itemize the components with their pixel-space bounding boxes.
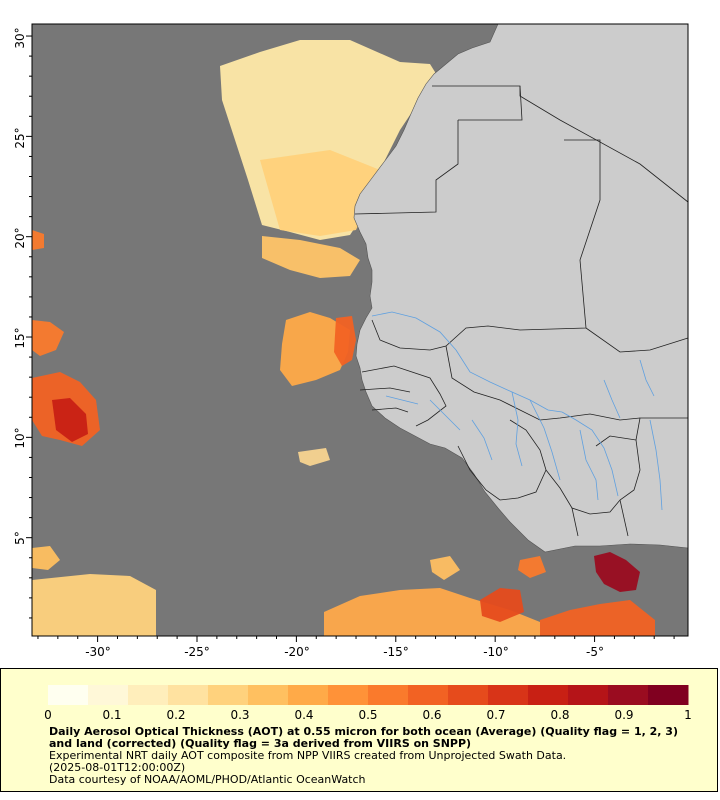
colorbar-label: 0.5 [358,708,377,722]
colorbar-swatch [288,685,329,705]
colorbar-label: 0.2 [166,708,185,722]
colorbar-label: 0.6 [422,708,441,722]
colorbar-swatches [48,685,689,705]
colorbar-swatch [488,685,529,705]
colorbar-label: 0.4 [294,708,313,722]
lon-tick-label: -5° [586,645,604,659]
colorbar-swatch [328,685,369,705]
map-caption: Daily Aerosol Optical Thickness (AOT) at… [49,726,689,786]
lon-tick-label: -20° [284,645,310,659]
legend-panel: 0 0.1 0.2 0.3 0.4 0.5 0.6 0.7 0.8 0.9 1 … [0,668,718,792]
country-borders [354,85,689,537]
colorbar-swatch [208,685,249,705]
map-credit: Data courtesy of NOAA/AOML/PHOD/Atlantic… [49,773,366,786]
colorbar-swatch [608,685,649,705]
lat-tick-label: 10° [13,427,27,448]
africa-land [353,23,689,553]
aot-map: -30° -25° -20° -15° -10° -5° 5° 10° 15° … [13,23,689,659]
colorbar-swatch [568,685,609,705]
colorbar-swatch [88,685,129,705]
colorbar-label: 1 [684,708,692,722]
lon-tick-label: -25° [184,645,210,659]
colorbar-label: 0.7 [486,708,505,722]
axis-ticks [26,35,675,642]
colorbar-label: 0.9 [614,708,633,722]
lon-tick-label: -30° [85,645,111,659]
lat-tick-label: 5° [13,531,27,545]
colorbar-swatch [408,685,449,705]
colorbar-labels: 0 0.1 0.2 0.3 0.4 0.5 0.6 0.7 0.8 0.9 1 [44,708,692,722]
colorbar-swatch [248,685,289,705]
colorbar-label: 0 [44,708,52,722]
map-timestamp: (2025-08-01T12:00:00Z) [49,761,186,774]
colorbar-swatch [368,685,409,705]
colorbar-label: 0.1 [102,708,121,722]
map-subtitle: Experimental NRT daily AOT composite fro… [49,749,567,762]
lon-tick-label: -10° [483,645,509,659]
colorbar-swatch [168,685,209,705]
colorbar-label: 0.3 [230,708,249,722]
colorbar-swatch [528,685,569,705]
lon-tick-labels: -30° -25° -20° -15° -10° -5° [85,645,604,659]
lat-tick-label: 20° [13,227,27,248]
aot-data-layer [32,40,655,636]
colorbar: 0 0.1 0.2 0.3 0.4 0.5 0.6 0.7 0.8 0.9 1 [44,685,692,722]
colorbar-swatch [128,685,169,705]
lat-tick-labels: 5° 10° 15° 20° 25° 30° [13,27,27,544]
colorbar-swatch [648,685,689,705]
lat-tick-label: 30° [13,27,27,48]
colorbar-label: 0.8 [550,708,569,722]
lat-tick-label: 25° [13,127,27,148]
rivers [371,311,663,511]
map-title: Daily Aerosol Optical Thickness (AOT) at… [49,725,678,750]
lon-tick-label: -15° [383,645,409,659]
colorbar-swatch [48,685,89,705]
plot-frame [31,23,689,637]
lat-tick-label: 15° [13,327,27,348]
colorbar-swatch [448,685,489,705]
